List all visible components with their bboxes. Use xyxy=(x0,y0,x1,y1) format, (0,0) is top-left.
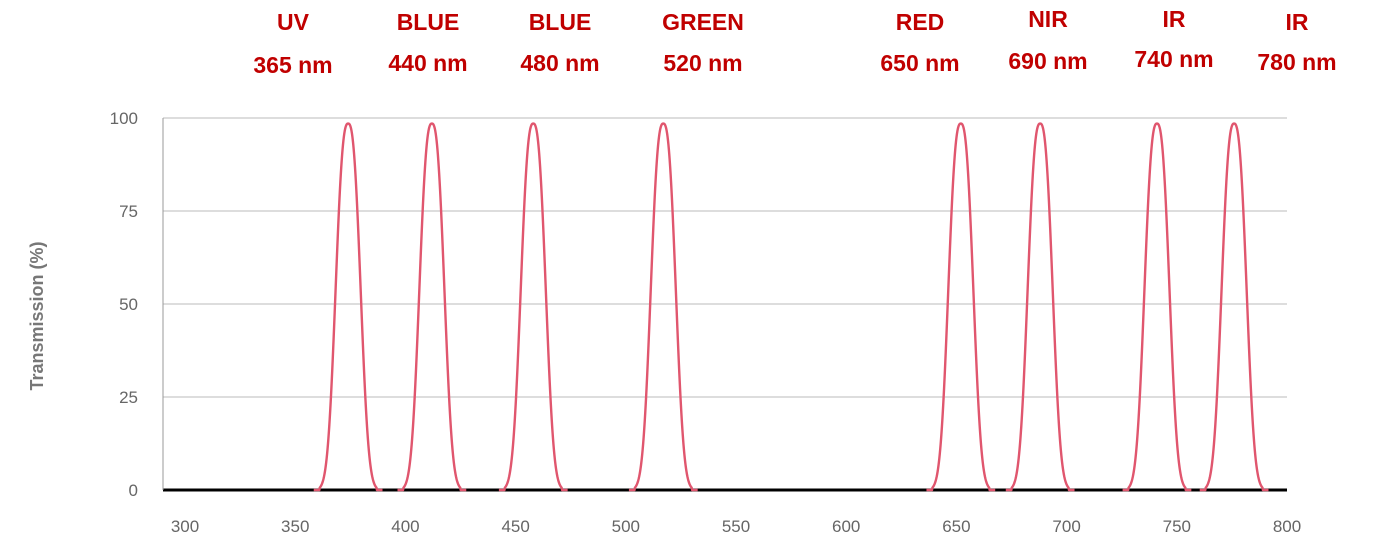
transmission-curve-5 xyxy=(925,122,996,492)
band-name: IR xyxy=(1286,9,1309,35)
x-tick-label: 650 xyxy=(942,517,970,536)
band-name: BLUE xyxy=(397,9,460,35)
y-tick-label: 0 xyxy=(129,481,138,500)
band-name: BLUE xyxy=(529,9,592,35)
band-labels: UV 365 nm BLUE 440 nm BLUE 480 nm GREEN 520 nm R… xyxy=(253,6,1336,78)
transmission-curve-4 xyxy=(628,122,699,492)
transmission-curve-7 xyxy=(1121,122,1193,492)
x-tick-label: 700 xyxy=(1052,517,1080,536)
band-label-7: IR 740 nm xyxy=(1134,6,1213,72)
band-label-2: BLUE 440 nm xyxy=(388,9,467,76)
y-axis-ticks: 0 25 50 75 100 xyxy=(110,109,138,500)
band-label-6: NIR 690 nm xyxy=(1008,6,1087,74)
x-tick-label: 300 xyxy=(171,517,199,536)
band-name: RED xyxy=(896,9,945,35)
band-label-1: UV 365 nm xyxy=(253,9,332,78)
y-tick-label: 50 xyxy=(119,295,138,314)
transmission-curve-6 xyxy=(1005,122,1076,492)
band-label-5: RED 650 nm xyxy=(880,9,959,76)
band-wavelength: 520 nm xyxy=(663,50,742,76)
x-axis-ticks: 300 350 400 450 500 550 600 650 700 750 800 xyxy=(171,517,1301,536)
band-name: IR xyxy=(1163,6,1186,32)
band-wavelength: 740 nm xyxy=(1134,46,1213,72)
band-name: GREEN xyxy=(662,9,744,35)
x-tick-label: 800 xyxy=(1273,517,1301,536)
y-tick-label: 25 xyxy=(119,388,138,407)
x-tick-label: 500 xyxy=(612,517,640,536)
band-name: UV xyxy=(277,9,310,35)
x-tick-label: 450 xyxy=(501,517,529,536)
grid xyxy=(162,117,1287,492)
band-label-4: GREEN 520 nm xyxy=(662,9,744,76)
y-tick-label: 100 xyxy=(110,109,138,128)
transmission-curve-8 xyxy=(1198,122,1270,492)
band-name: NIR xyxy=(1028,6,1068,32)
x-tick-label: 400 xyxy=(391,517,419,536)
transmission-curves xyxy=(312,122,1270,492)
band-label-3: BLUE 480 nm xyxy=(520,9,599,76)
transmission-curve-3 xyxy=(498,122,569,492)
y-axis-title: Transmission (%) xyxy=(27,241,47,390)
band-wavelength: 440 nm xyxy=(388,50,467,76)
x-tick-label: 750 xyxy=(1163,517,1191,536)
x-tick-label: 350 xyxy=(281,517,309,536)
transmission-curve-1 xyxy=(312,122,384,492)
band-wavelength: 690 nm xyxy=(1008,48,1087,74)
x-tick-label: 600 xyxy=(832,517,860,536)
band-label-8: IR 780 nm xyxy=(1257,9,1336,75)
x-tick-label: 550 xyxy=(722,517,750,536)
band-wavelength: 365 nm xyxy=(253,52,332,78)
band-wavelength: 780 nm xyxy=(1257,49,1336,75)
band-wavelength: 650 nm xyxy=(880,50,959,76)
y-tick-label: 75 xyxy=(119,202,138,221)
transmission-curve-2 xyxy=(396,122,468,492)
band-wavelength: 480 nm xyxy=(520,50,599,76)
